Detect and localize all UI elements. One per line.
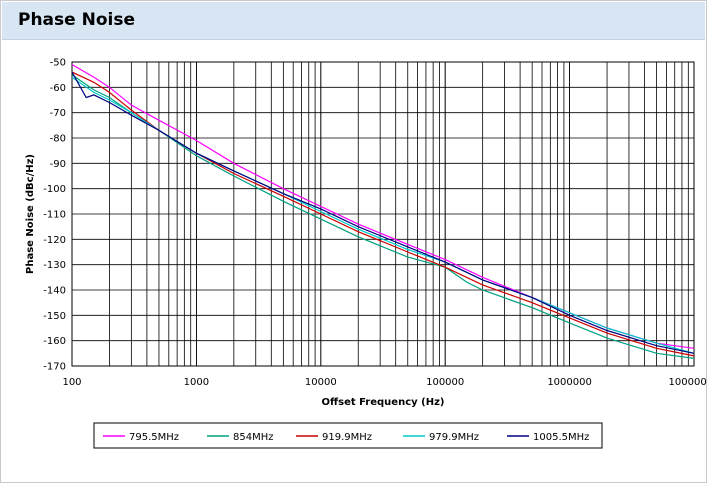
y-tick-label: -150	[43, 311, 66, 322]
series-lines	[71, 63, 695, 359]
y-tick-label: -50	[50, 58, 66, 69]
x-tick-labels: 100 1000 10000 100000 1000000 10000000	[62, 377, 707, 388]
legend-label: 795.5MHz	[129, 432, 179, 443]
x-tick-label: 100	[62, 377, 81, 388]
y-tick-label: -130	[43, 260, 66, 271]
grid-lines	[71, 61, 695, 367]
y-tick-label: -60	[50, 83, 66, 94]
x-tick-label: 1000	[184, 377, 209, 388]
series-line	[71, 71, 695, 354]
y-tick-label: -110	[43, 210, 66, 221]
y-tick-label: -70	[50, 108, 66, 119]
y-tick-label: -160	[43, 336, 66, 347]
y-tick-label: -120	[43, 235, 66, 246]
y-tick-labels: -50 -60 -70 -80 -90 -100 -110 -120 -130 -140 -150 -…	[43, 58, 66, 373]
series-line	[71, 76, 695, 354]
series-line	[71, 71, 695, 357]
legend-label: 854MHz	[233, 432, 273, 443]
y-tick-label: -80	[50, 134, 66, 145]
y-tick-label: -90	[50, 159, 66, 170]
legend: 795.5MHz 854MHz 919.9MHz 979.9MHz 1005.5MHz	[103, 432, 589, 443]
legend-label: 919.9MHz	[322, 432, 372, 443]
x-axis-title: Offset Frequency (Hz)	[322, 397, 445, 408]
panel-title: Phase Noise	[18, 10, 135, 30]
x-tick-label: 10000	[305, 377, 337, 388]
x-tick-label: 10000000	[669, 377, 707, 388]
legend-label: 1005.5MHz	[533, 432, 589, 443]
y-tick-label: -100	[43, 184, 66, 195]
x-tick-label: 100000	[426, 377, 464, 388]
legend-label: 979.9MHz	[429, 432, 479, 443]
y-tick-label: -140	[43, 286, 66, 297]
x-tick-label: 1000000	[547, 377, 592, 388]
panel-header: Phase Noise	[2, 2, 705, 40]
y-axis-title: Phase Noise (dBc/Hz)	[25, 154, 36, 274]
y-tick-label: -170	[43, 362, 66, 373]
